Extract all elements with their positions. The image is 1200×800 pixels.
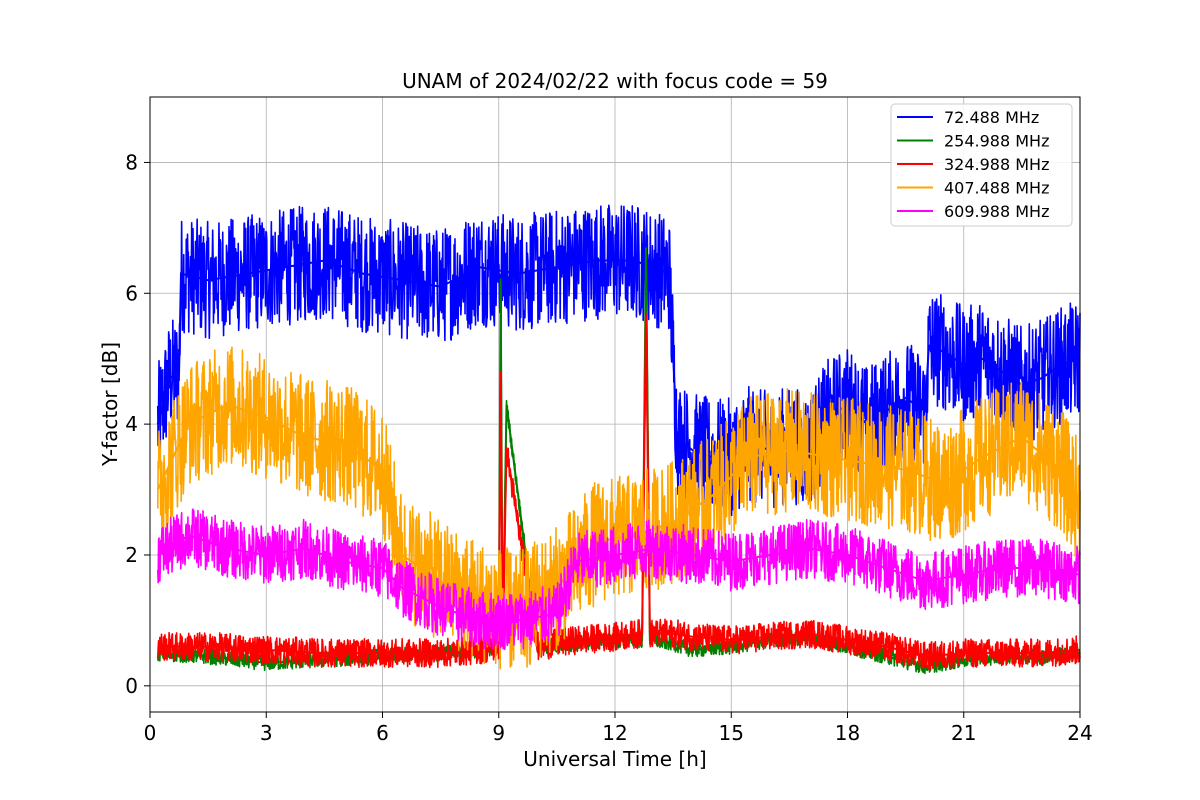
series-trend xyxy=(157,534,1081,622)
x-tick-label: 15 xyxy=(719,721,744,745)
x-tick-label: 18 xyxy=(835,721,860,745)
legend: 72.488 MHz 254.988 MHz 324.988 MHz 407.488 … xyxy=(890,103,1073,227)
y-tick-label: 8 xyxy=(125,150,138,174)
x-tick-label: 6 xyxy=(376,721,389,745)
series-trend xyxy=(157,312,1081,658)
legend-entry: 254.988 MHz xyxy=(944,132,1049,151)
y-tick-label: 0 xyxy=(125,674,138,698)
legend-entry: 324.988 MHz xyxy=(944,155,1049,174)
legend-entry: 72.488 MHz xyxy=(944,108,1039,127)
x-axis-label: Universal Time [h] xyxy=(523,747,706,771)
chart-title: UNAM of 2024/02/22 with focus code = 59 xyxy=(402,69,828,93)
x-tick-label: 24 xyxy=(1067,721,1092,745)
series-trend xyxy=(156,403,1081,615)
x-tick-label: 9 xyxy=(492,721,505,745)
y-tick-label: 2 xyxy=(125,543,138,567)
series-layer xyxy=(156,204,1081,675)
y-tick-label: 6 xyxy=(125,281,138,305)
x-tick-label: 3 xyxy=(260,721,273,745)
y-tick-label: 4 xyxy=(125,412,138,436)
series-line xyxy=(156,508,1081,651)
legend-entry: 609.988 MHz xyxy=(944,202,1049,221)
y-axis-label: Y-factor [dB] xyxy=(98,342,122,467)
x-tick-label: 21 xyxy=(951,721,976,745)
series-line xyxy=(156,346,1081,670)
x-tick-label: 12 xyxy=(602,721,627,745)
legend-box xyxy=(890,103,1073,227)
x-tick-label: 0 xyxy=(144,721,157,745)
legend-entry: 407.488 MHz xyxy=(944,179,1049,198)
